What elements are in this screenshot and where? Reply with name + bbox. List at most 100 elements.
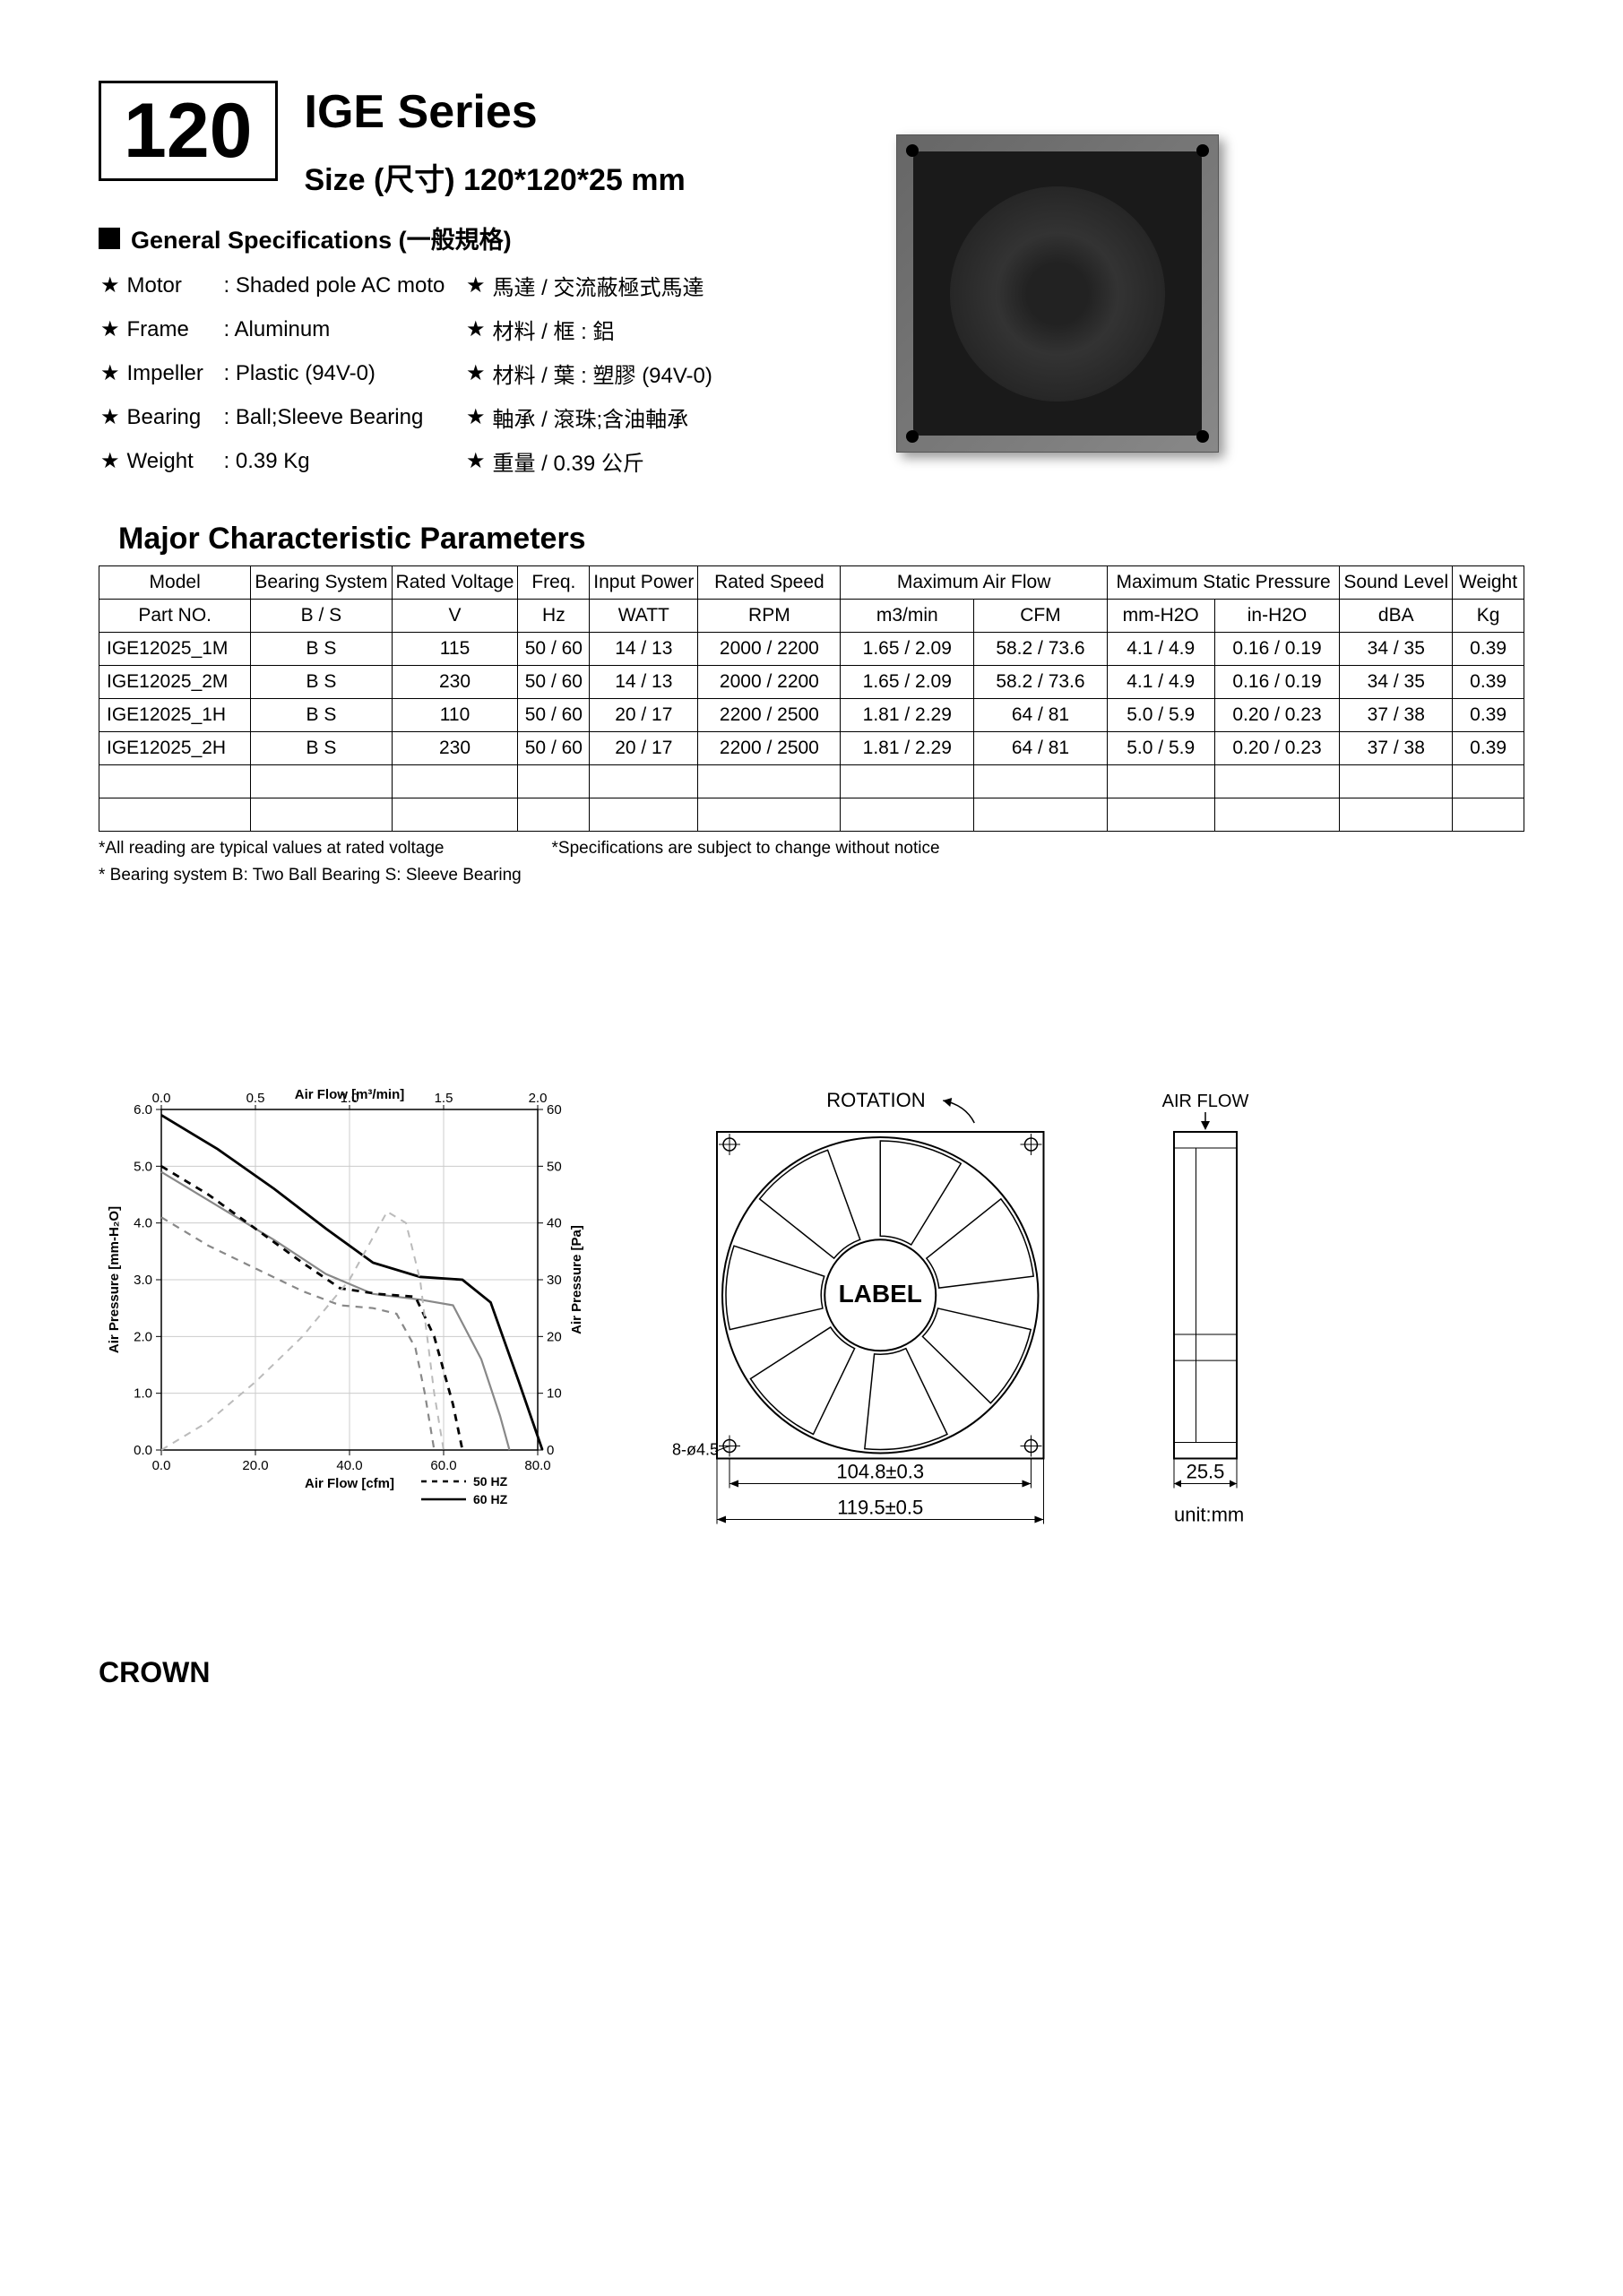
table-cell: 110 [392, 699, 518, 732]
svg-text:20: 20 [547, 1329, 562, 1344]
table-cell: 64 / 81 [974, 699, 1108, 732]
table-subheader: m3/min [841, 600, 974, 633]
svg-text:0.5: 0.5 [246, 1091, 265, 1106]
table-header: Maximum Static Pressure [1107, 566, 1340, 600]
table-cell: 20 / 17 [590, 732, 698, 765]
table-cell: 0.39 [1453, 633, 1524, 666]
table-header: Rated Speed [698, 566, 841, 600]
table-cell: 0.39 [1453, 699, 1524, 732]
table-cell: 0.20 / 0.23 [1214, 732, 1340, 765]
footnote-1: *All reading are typical values at rated… [99, 839, 445, 859]
general-spec-heading: General Specifications (一般規格) [99, 220, 860, 255]
diagram-side-view: AIR FLOW25.5unit:mm [1138, 1083, 1308, 1549]
svg-text:6.0: 6.0 [134, 1102, 152, 1118]
brand-name: CROWN [99, 1656, 1524, 1689]
table-header: Freq. [518, 566, 590, 600]
table-cell: 230 [392, 666, 518, 699]
table-cell: 37 / 38 [1340, 732, 1453, 765]
specs-grid: ★Motor: Shaded pole AC moto★馬達 / 交流蔽極式馬達… [100, 270, 860, 477]
table-cell: 1.65 / 2.09 [841, 633, 974, 666]
svg-text:50: 50 [547, 1159, 562, 1174]
spec-left: ★Weight: 0.39 Kg [100, 445, 459, 477]
table-cell: 37 / 38 [1340, 699, 1453, 732]
table-cell: 0.20 / 0.23 [1214, 699, 1340, 732]
table-header: Weight [1453, 566, 1524, 600]
star-icon: ★ [100, 272, 120, 298]
svg-text:1.0: 1.0 [341, 1091, 359, 1106]
table-subheader: dBA [1340, 600, 1453, 633]
table-header: Sound Level [1340, 566, 1453, 600]
table-cell: 2000 / 2200 [698, 633, 841, 666]
svg-text:1.5: 1.5 [435, 1091, 453, 1106]
svg-text:104.8±0.3: 104.8±0.3 [836, 1460, 924, 1482]
table-subheader: in-H2O [1214, 600, 1340, 633]
star-icon: ★ [100, 360, 120, 386]
svg-text:20.0: 20.0 [242, 1458, 268, 1473]
table-cell: 20 / 17 [590, 699, 698, 732]
svg-text:8-ø4.5: 8-ø4.5 [672, 1440, 719, 1458]
table-cell: 58.2 / 73.6 [974, 666, 1108, 699]
table-cell: IGE12025_2H [99, 732, 251, 765]
table-cell: 64 / 81 [974, 732, 1108, 765]
svg-text:5.0: 5.0 [134, 1159, 152, 1174]
parameters-table: ModelBearing SystemRated VoltageFreq.Inp… [99, 565, 1524, 832]
table-cell: 50 / 60 [518, 633, 590, 666]
table-cell: 58.2 / 73.6 [974, 633, 1108, 666]
table-cell: 14 / 13 [590, 633, 698, 666]
table-cell: B S [251, 666, 392, 699]
table-cell: 1.81 / 2.29 [841, 699, 974, 732]
svg-text:Air Pressure [mm-H₂O]: Air Pressure [mm-H₂O] [107, 1206, 122, 1353]
table-cell: 34 / 35 [1340, 633, 1453, 666]
square-bullet-icon [99, 228, 120, 249]
table-subheader: mm-H2O [1107, 600, 1214, 633]
spec-left: ★Impeller: Plastic (94V-0) [100, 358, 459, 389]
svg-text:unit:mm: unit:mm [1174, 1503, 1244, 1525]
svg-text:40: 40 [547, 1216, 562, 1231]
table-cell: 0.16 / 0.19 [1214, 633, 1340, 666]
table-subheader: B / S [251, 600, 392, 633]
table-row: IGE12025_2HB S23050 / 6020 / 172200 / 25… [99, 732, 1524, 765]
parameters-section-title: Major Characteristic Parameters [118, 522, 1524, 557]
table-cell: 0.39 [1453, 666, 1524, 699]
star-icon: ★ [466, 272, 486, 298]
table-cell: IGE12025_1H [99, 699, 251, 732]
table-header: Model [99, 566, 251, 600]
table-cell: 0.39 [1453, 732, 1524, 765]
svg-text:LABEL: LABEL [839, 1280, 922, 1308]
svg-text:3.0: 3.0 [134, 1273, 152, 1288]
svg-text:10: 10 [547, 1386, 562, 1402]
svg-text:60: 60 [547, 1102, 562, 1118]
spec-right: ★馬達 / 交流蔽極式馬達 [466, 270, 860, 301]
table-subheader: Hz [518, 600, 590, 633]
svg-text:2.0: 2.0 [134, 1329, 152, 1344]
table-cell: 34 / 35 [1340, 666, 1453, 699]
footnote-2: *Specifications are subject to change wi… [552, 839, 940, 859]
svg-text:60.0: 60.0 [430, 1458, 456, 1473]
table-cell: 4.1 / 4.9 [1107, 633, 1214, 666]
table-subheader: Part NO. [99, 600, 251, 633]
table-cell: IGE12025_2M [99, 666, 251, 699]
table-row: IGE12025_1HB S11050 / 6020 / 172200 / 25… [99, 699, 1524, 732]
svg-text:119.5±0.5: 119.5±0.5 [837, 1496, 923, 1518]
svg-text:1.0: 1.0 [134, 1386, 152, 1402]
spec-left: ★Frame: Aluminum [100, 314, 459, 345]
svg-text:0: 0 [547, 1443, 554, 1458]
spec-right: ★重量 / 0.39 公斤 [466, 445, 860, 477]
table-row-empty [99, 798, 1524, 832]
chart-svg: Air Flow [m³/min]0.00.51.01.52.00.020.04… [99, 1083, 600, 1531]
diagram-front-view: ROTATIONLABEL8-ø4.5104.8±0.3119.5±0.5 [663, 1083, 1093, 1549]
fan-product-photo [896, 134, 1219, 453]
footnote-3: * Bearing system B: Two Ball Bearing S: … [99, 866, 1524, 885]
table-cell: 0.16 / 0.19 [1214, 666, 1340, 699]
table-row: IGE12025_2MB S23050 / 6014 / 132000 / 22… [99, 666, 1524, 699]
spec-right: ★材料 / 框 : 鋁 [466, 314, 860, 345]
table-header: Bearing System [251, 566, 392, 600]
spec-left: ★Motor: Shaded pole AC moto [100, 270, 459, 301]
table-cell: 2200 / 2500 [698, 732, 841, 765]
svg-text:0.0: 0.0 [152, 1091, 171, 1106]
star-icon: ★ [466, 404, 486, 430]
spec-left: ★Bearing: Ball;Sleeve Bearing [100, 401, 459, 433]
svg-text:AIR FLOW: AIR FLOW [1162, 1092, 1249, 1111]
star-icon: ★ [466, 360, 486, 386]
table-subheader: RPM [698, 600, 841, 633]
